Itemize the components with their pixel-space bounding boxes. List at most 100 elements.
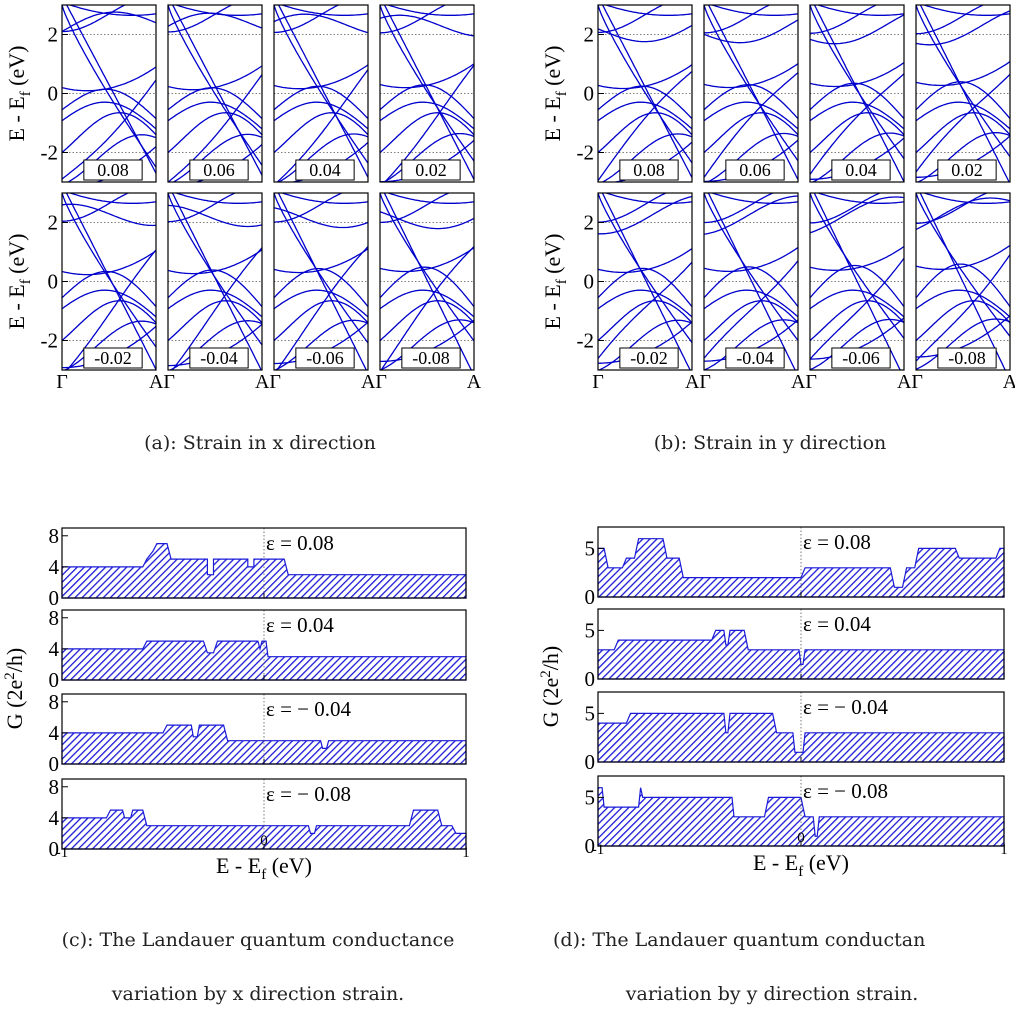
band-curve bbox=[704, 300, 798, 341]
strain-label-box bbox=[189, 159, 249, 181]
band-curve bbox=[916, 101, 1010, 130]
band-curve bbox=[707, 193, 796, 370]
y-axis-label: G (2e2/h) bbox=[538, 646, 563, 727]
y-axis-label-unit: (eV) bbox=[4, 233, 29, 279]
band-curve bbox=[274, 319, 368, 370]
band-curve bbox=[810, 73, 904, 175]
band-curve bbox=[168, 289, 262, 318]
band-curve bbox=[919, 5, 1010, 182]
band-curve bbox=[62, 112, 156, 153]
band-curve bbox=[704, 5, 771, 34]
band-lines bbox=[704, 193, 798, 370]
caption-d-line2: variation by y direction strain. bbox=[625, 983, 918, 1005]
panel-frame bbox=[915, 192, 1011, 371]
strain-label: 0.08 bbox=[97, 160, 129, 180]
band-curve bbox=[916, 112, 1010, 153]
band-curve bbox=[704, 266, 798, 308]
ytick-label: 2 bbox=[48, 211, 59, 235]
band-curve bbox=[276, 69, 368, 182]
k-point-label: Γ bbox=[56, 371, 68, 393]
band-curve bbox=[604, 193, 692, 204]
band-curve bbox=[704, 63, 798, 89]
x-axis-label: E - Ef (eV) bbox=[753, 850, 849, 880]
y-axis-label-unit: (eV) bbox=[4, 45, 29, 91]
y-axis-label-main: E - E bbox=[4, 284, 29, 329]
band-curve bbox=[598, 24, 692, 43]
band-curve bbox=[380, 266, 474, 308]
band-curve bbox=[168, 101, 262, 130]
band-curve bbox=[274, 101, 368, 130]
ytick-label: 0 bbox=[584, 82, 595, 106]
conductance-area bbox=[597, 787, 1005, 847]
band-curve bbox=[274, 13, 368, 34]
panel-frame bbox=[703, 192, 799, 371]
band-curve bbox=[171, 247, 262, 370]
band-curve bbox=[280, 193, 368, 204]
band-panel-a-8: -0.08 bbox=[379, 192, 475, 371]
strain-epsilon-label: ε = − 0.08 bbox=[266, 782, 351, 806]
band-curve bbox=[916, 300, 1010, 341]
band-lines bbox=[62, 193, 156, 370]
band-curve bbox=[274, 289, 368, 318]
band-curve bbox=[274, 64, 368, 90]
caption-c-line1: (c): The Landauer quantum conductance bbox=[62, 929, 455, 951]
band-curve bbox=[601, 5, 692, 178]
band-curve bbox=[380, 5, 474, 162]
band-panel-b-5: -0.02 -2 0 2 E - Ef (eV) bbox=[540, 192, 693, 371]
band-curve bbox=[704, 84, 798, 120]
band-lines bbox=[916, 193, 1010, 370]
band-curve bbox=[598, 195, 692, 235]
band-panel-b-3: 0.04 bbox=[809, 4, 905, 183]
conductance-panel-d-2: 0 5 ε = 0.04 bbox=[585, 608, 1005, 691]
k-point-label: AΓ bbox=[255, 371, 281, 393]
band-curve bbox=[274, 267, 368, 308]
band-curve bbox=[922, 193, 1010, 204]
band-curve bbox=[598, 64, 692, 90]
band-curve bbox=[280, 5, 368, 16]
band-lines bbox=[274, 5, 368, 182]
band-curve bbox=[274, 5, 368, 164]
strain-epsilon-label: ε = 0.08 bbox=[266, 531, 334, 555]
y-axis-label-main: E - E bbox=[540, 96, 565, 141]
strain-label: -0.06 bbox=[306, 348, 344, 368]
caption-c-line2: variation by x direction strain. bbox=[111, 983, 404, 1005]
band-curve bbox=[704, 260, 798, 359]
band-curve bbox=[704, 112, 798, 153]
y-axis-label: E - Ef (eV) bbox=[540, 233, 570, 329]
band-curve bbox=[810, 300, 904, 341]
panel-frame bbox=[703, 4, 799, 183]
band-panel-b-4: 0.02 bbox=[915, 4, 1011, 183]
band-curve bbox=[171, 5, 262, 176]
band-curve bbox=[916, 10, 1010, 46]
k-point-label: Γ bbox=[592, 371, 604, 393]
band-lines bbox=[168, 193, 262, 370]
strain-label: 0.04 bbox=[309, 160, 341, 180]
ytick-label: 0 bbox=[585, 834, 596, 858]
band-curve bbox=[65, 193, 156, 370]
band-lines bbox=[704, 5, 798, 182]
ytick-label: -2 bbox=[41, 141, 59, 165]
strain-label-box bbox=[937, 347, 997, 369]
band-curve bbox=[916, 193, 1010, 337]
band-curve bbox=[168, 204, 262, 228]
ytick-label: 5 bbox=[585, 701, 596, 725]
panel-frame bbox=[809, 192, 905, 371]
ytick-label: -2 bbox=[577, 329, 595, 353]
band-curve bbox=[813, 193, 901, 370]
band-curve bbox=[916, 289, 1010, 318]
x-axis-label-unit: (eV) bbox=[803, 850, 849, 875]
strain-label-box bbox=[831, 347, 891, 369]
band-curve bbox=[601, 133, 692, 182]
strain-epsilon-label: ε = − 0.08 bbox=[803, 779, 888, 803]
band-curve bbox=[810, 196, 904, 234]
band-curve bbox=[704, 195, 798, 235]
panel-frame bbox=[167, 4, 263, 183]
band-curve bbox=[274, 193, 344, 223]
band-curve bbox=[168, 300, 262, 341]
y-axis-label-unit: /h) bbox=[538, 646, 563, 670]
strain-label-box bbox=[619, 159, 679, 181]
strain-epsilon-label: ε = 0.08 bbox=[803, 530, 871, 554]
conductance-area bbox=[61, 724, 467, 765]
band-curve bbox=[810, 101, 904, 130]
band-curve bbox=[383, 5, 474, 180]
